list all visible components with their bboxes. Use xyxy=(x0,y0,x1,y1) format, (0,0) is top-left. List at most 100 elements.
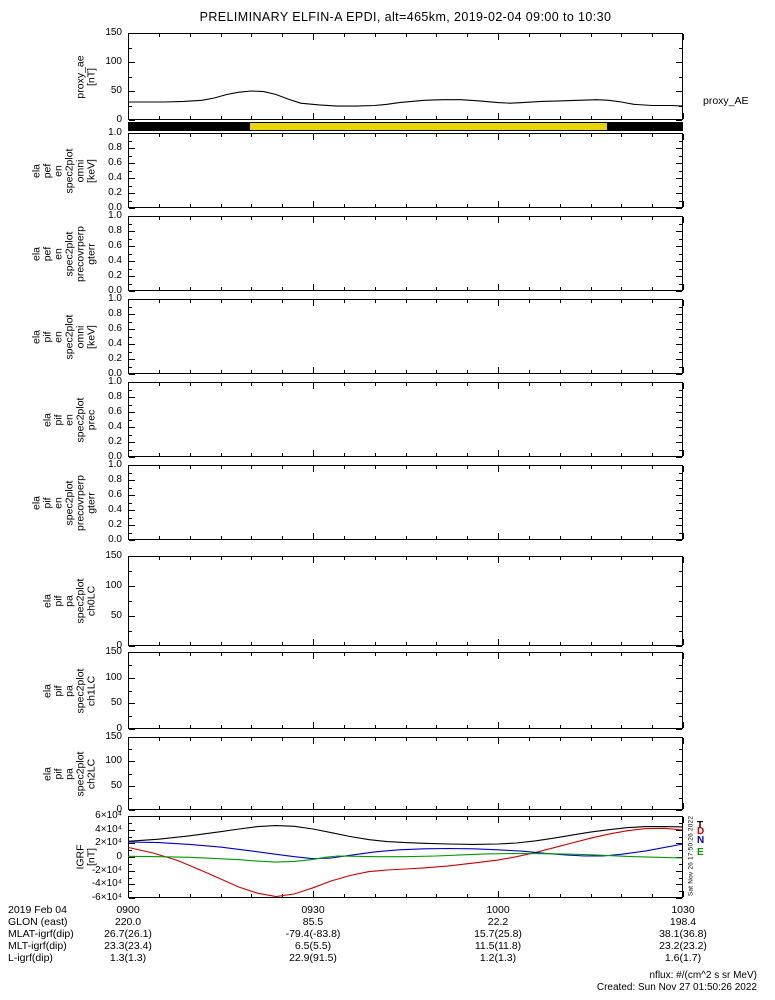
y-tick-label: 100 xyxy=(105,671,122,683)
y-tick-label: 50 xyxy=(110,697,122,709)
y-tick-label: 150 xyxy=(105,27,122,38)
y-tick-label: 0.8 xyxy=(108,308,122,319)
footer-value: 85.5 xyxy=(302,916,324,928)
y-tick-label: 0.0 xyxy=(108,285,122,296)
footer-value: 0900 xyxy=(116,904,140,916)
legend-D: D xyxy=(697,826,705,838)
side-timestamp: Sat Nov 26 17:50:26 2022 xyxy=(687,815,695,897)
footer-value: 22.2 xyxy=(487,916,509,928)
y-tick-label: 0.2 xyxy=(108,187,122,198)
footer-value: 1.3(1.3) xyxy=(109,952,147,964)
series-proxy_AE xyxy=(128,90,684,107)
y-tick-label: 0.2 xyxy=(108,353,122,364)
y-tick-label: 100 xyxy=(105,56,122,67)
footer-value: 26.7(26.1) xyxy=(104,928,152,940)
y-tick-label: 0 xyxy=(116,723,122,734)
y-axis-label-line: [keV] xyxy=(85,158,98,183)
y-tick-label: -2×10⁴ xyxy=(91,864,122,876)
plot-title: PRELIMINARY ELFIN-A EPDI, alt=465km, 201… xyxy=(199,10,612,24)
footer-value: 1000 xyxy=(486,904,510,916)
ela-pef-en-omni-panel xyxy=(128,133,684,209)
y-tick-label: 1.0 xyxy=(108,459,122,470)
footer-value: 1.2(1.3) xyxy=(479,952,517,964)
footer-value: 1.6(1.7) xyxy=(664,952,702,964)
proxy-ae-panel xyxy=(128,33,684,121)
y-tick-label: 0 xyxy=(116,114,122,125)
footer-value: 15.7(25.8) xyxy=(474,928,522,940)
y-tick-label: 0.0 xyxy=(108,451,122,462)
y-tick-label: 0.6 xyxy=(108,323,122,334)
created-timestamp: Created: Sun Nov 27 01:50:26 2022 xyxy=(596,982,757,993)
footer-value: 1030 xyxy=(671,904,695,916)
y-tick-label: 0.6 xyxy=(108,406,122,417)
y-tick-label: 0.0 xyxy=(108,368,122,379)
y-tick-label: 150 xyxy=(105,646,122,657)
footer-value: 220.0 xyxy=(114,916,142,928)
y-axis-label-line: gterr xyxy=(85,491,98,514)
y-tick-label: 0.2 xyxy=(108,436,122,447)
ela-pif-en-precovrperp-gterr-panel xyxy=(128,465,684,541)
series-T xyxy=(127,825,684,845)
y-tick-label: 1.0 xyxy=(108,210,122,221)
y-tick-label: 1.0 xyxy=(108,376,122,387)
y-tick-label: 50 xyxy=(110,610,122,621)
y-tick-label: 0.0 xyxy=(108,534,122,545)
footer-row-label: MLAT-igrf(dip) xyxy=(8,928,74,940)
series-D xyxy=(127,827,684,898)
proxy-ae-right-label: proxy_AE xyxy=(703,95,749,107)
nflux-units-note: nflux: #/(cm^2 s sr MeV) xyxy=(649,970,758,981)
y-tick-label: 0.8 xyxy=(108,474,122,485)
y-axis-label-line: [nT] xyxy=(85,847,98,867)
legend-T: T xyxy=(697,819,704,831)
y-tick-label: -4×10⁴ xyxy=(91,878,122,890)
ela-pif-en-omni-panel xyxy=(128,299,684,375)
y-tick-label: 0 xyxy=(116,640,122,651)
y-axis-label-line: ch1LC xyxy=(85,675,98,706)
y-tick-label: 0 xyxy=(116,851,122,862)
footer-notes: nflux: #/(cm^2 s sr MeV) Created: Sun No… xyxy=(597,970,757,994)
y-axis-label-line: gterr xyxy=(85,242,98,265)
y-axis-label-line: ch2LC xyxy=(85,758,98,789)
y-tick-label: 150 xyxy=(105,550,122,561)
ela-pif-pa-ch1lc-panel xyxy=(128,652,684,730)
legend-N: N xyxy=(697,834,705,846)
y-tick-label: 0.4 xyxy=(108,421,122,432)
y-tick-label: -6×10⁴ xyxy=(91,892,122,903)
series-N xyxy=(127,841,684,860)
y-tick-label: 50 xyxy=(110,779,122,791)
y-axis-label-line: [keV] xyxy=(85,324,98,349)
footer-value: 23.3(23.4) xyxy=(104,940,152,952)
y-tick-label: 0 xyxy=(116,804,122,815)
footer-row-label: GLON (east) xyxy=(8,916,68,928)
y-tick-label: 0.4 xyxy=(108,172,122,183)
footer-value: 38.1(36.8) xyxy=(659,928,707,940)
ela-pef-en-precovrperp-gterr-panel xyxy=(128,216,684,292)
y-tick-label: 0.6 xyxy=(108,489,122,500)
y-tick-label: 0.2 xyxy=(108,519,122,530)
ela-pif-en-prec-panel xyxy=(128,382,684,458)
footer-value: 6.5(5.5) xyxy=(294,940,332,952)
y-tick-label: 4×10⁴ xyxy=(95,823,122,835)
y-tick-label: 0.6 xyxy=(108,240,122,251)
footer-value: 0930 xyxy=(301,904,325,916)
ela-pif-pa-ch2lc-panel xyxy=(128,737,684,811)
footer-row-label: MLT-igrf(dip) xyxy=(8,940,67,952)
y-tick-label: 0.8 xyxy=(108,225,122,236)
series-E xyxy=(127,853,684,863)
y-tick-label: 0.2 xyxy=(108,270,122,281)
ela-pif-pa-ch0lc-panel xyxy=(128,556,684,647)
y-axis-label-line: prec xyxy=(85,409,98,430)
footer-row-label: 2019 Feb 04 xyxy=(8,904,67,916)
y-tick-label: 0.6 xyxy=(108,157,122,168)
y-tick-label: 1.0 xyxy=(108,127,122,138)
y-axis-label-line: [nT] xyxy=(85,67,98,86)
footer-value: 23.2(23.2) xyxy=(659,940,707,952)
y-tick-label: 0.8 xyxy=(108,142,122,153)
y-axis-label-line: ch0LC xyxy=(85,585,98,617)
footer-row-label: L-igrf(dip) xyxy=(8,952,53,964)
y-tick-label: 100 xyxy=(105,580,122,591)
legend-E: E xyxy=(697,846,704,858)
y-tick-label: 0.0 xyxy=(108,202,122,213)
footer-value: 11.5(11.8) xyxy=(474,940,522,952)
